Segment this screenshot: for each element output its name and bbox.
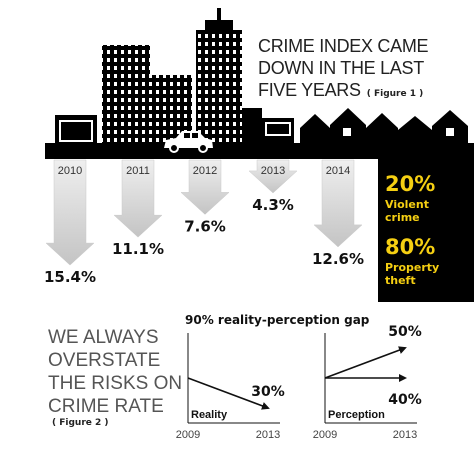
figure2-subtitle: ( Figure 2 ) bbox=[52, 418, 109, 428]
year-label: 2013 bbox=[261, 165, 285, 177]
chart-label: Perception bbox=[328, 409, 385, 421]
gap-label: 90% reality-perception gap bbox=[185, 313, 370, 327]
x-tick-label: 2013 bbox=[256, 429, 280, 441]
x-tick-label: 2009 bbox=[313, 429, 337, 441]
stat-label: Violent bbox=[385, 198, 429, 211]
stat-label: theft bbox=[385, 274, 416, 287]
value-label: 40% bbox=[388, 392, 422, 408]
figure2-title-line: WE ALWAYS bbox=[48, 327, 159, 348]
value-label: 4.3% bbox=[252, 196, 294, 214]
chart-subtitle: ( Figure 1 ) bbox=[367, 89, 424, 99]
arrow-bar bbox=[180, 159, 230, 215]
year-label: 2010 bbox=[58, 165, 82, 177]
chart-title-line: DOWN IN THE LAST bbox=[258, 58, 424, 78]
skyline bbox=[45, 8, 474, 159]
figure2-title-line: OVERSTATE bbox=[48, 350, 160, 371]
year-label: 2011 bbox=[126, 165, 150, 177]
x-tick-label: 2009 bbox=[176, 429, 200, 441]
stat-value: 80% bbox=[385, 235, 435, 259]
chart-title-line: FIVE YEARS ( Figure 1 ) bbox=[258, 80, 423, 100]
arrow-bar bbox=[45, 159, 95, 266]
x-tick-label: 2013 bbox=[393, 429, 417, 441]
year-label: 2014 bbox=[326, 165, 350, 177]
arrow-bar bbox=[113, 159, 163, 238]
chart-title-line: FIVE YEARS bbox=[258, 80, 361, 100]
series-line bbox=[187, 377, 270, 410]
stat-value: 20% bbox=[385, 172, 435, 196]
series-line bbox=[324, 346, 407, 379]
arrow-bar bbox=[313, 159, 363, 248]
value-label: 11.1% bbox=[112, 240, 164, 258]
value-label: 50% bbox=[388, 324, 422, 340]
value-label: 12.6% bbox=[312, 250, 364, 268]
stat-label: Property bbox=[385, 261, 439, 274]
value-label: 15.4% bbox=[44, 268, 96, 286]
figure2-title-line: CRIME RATE bbox=[48, 396, 164, 417]
arrow-bar bbox=[248, 159, 298, 194]
value-label: 30% bbox=[251, 384, 285, 400]
chart-label: Reality bbox=[191, 409, 228, 421]
value-label: 7.6% bbox=[184, 217, 226, 235]
year-label: 2012 bbox=[193, 165, 217, 177]
chart-title-line: CRIME INDEX CAME bbox=[258, 36, 429, 56]
figure2-title-line: THE RISKS ON bbox=[48, 373, 182, 394]
stats-panel bbox=[378, 159, 474, 302]
stat-label: crime bbox=[385, 211, 420, 224]
car bbox=[164, 131, 213, 153]
